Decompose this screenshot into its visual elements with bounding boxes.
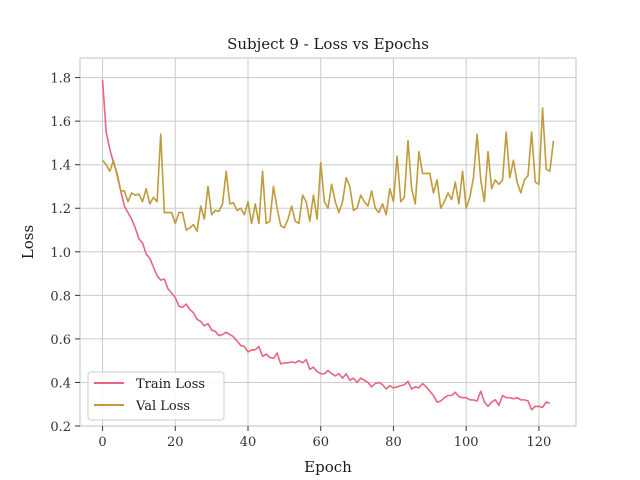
y-tick-label: 1.2 xyxy=(50,202,71,217)
y-tick-label: 1.0 xyxy=(50,246,71,261)
y-tick-label: 0.2 xyxy=(50,420,71,435)
x-tick-label: 40 xyxy=(240,435,257,450)
legend-label-val-loss: Val Loss xyxy=(135,399,190,414)
x-tick-label: 60 xyxy=(312,435,329,450)
series-line-train-loss xyxy=(101,79,551,411)
y-axis-ticks: 0.2 0.4 0.6 0.8 1.0 1.2 1.4 1.6 1.8 xyxy=(50,72,80,435)
x-tick-label: 120 xyxy=(526,435,551,450)
y-tick-label: 0.6 xyxy=(50,333,71,348)
y-tick-label: 1.6 xyxy=(50,115,71,130)
x-tick-label: 0 xyxy=(98,435,106,450)
y-tick-label: 0.8 xyxy=(50,289,71,304)
y-axis-label: Loss xyxy=(19,225,37,259)
x-tick-label: 20 xyxy=(167,435,184,450)
legend-label-train-loss: Train Loss xyxy=(136,377,205,392)
series-layer xyxy=(101,79,555,411)
y-tick-label: 1.8 xyxy=(50,72,71,87)
x-tick-label: 100 xyxy=(454,435,479,450)
chart-title: Subject 9 - Loss vs Epochs xyxy=(227,35,429,53)
y-tick-label: 0.4 xyxy=(50,376,71,391)
y-tick-label: 1.4 xyxy=(50,159,71,174)
x-axis-ticks: 0 20 40 60 80 100 120 xyxy=(98,426,551,450)
series-line-val-loss xyxy=(101,107,555,232)
legend: Train Loss Val Loss xyxy=(87,371,225,421)
x-tick-label: 80 xyxy=(385,435,402,450)
x-axis-label: Epoch xyxy=(304,458,352,476)
plot-frame xyxy=(79,57,577,427)
